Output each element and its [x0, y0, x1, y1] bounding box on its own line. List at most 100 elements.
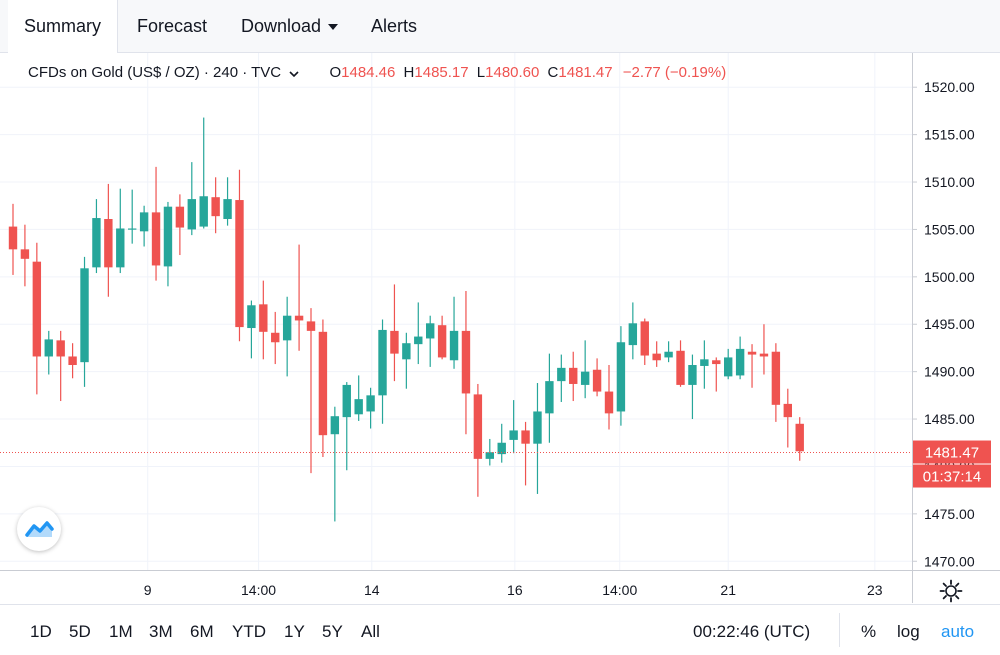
candle-body — [485, 452, 494, 459]
candle — [32, 242, 42, 395]
utc-clock[interactable]: 00:22:46 (UTC) — [693, 622, 811, 641]
candle-body — [330, 416, 340, 435]
tab-bar: Summary Forecast Download Alerts — [0, 0, 1000, 53]
countdown-label-bg — [913, 464, 991, 488]
range-6m[interactable]: 6M — [190, 622, 214, 641]
candle-body — [437, 325, 447, 358]
candle — [306, 308, 316, 474]
candle-body — [378, 329, 387, 396]
tab-download[interactable]: Download — [225, 0, 354, 52]
range-5y[interactable]: 5Y — [322, 622, 343, 641]
candle — [497, 423, 506, 463]
candle — [652, 341, 661, 367]
candle-body — [80, 268, 89, 363]
candle — [211, 177, 220, 234]
candle — [759, 324, 769, 375]
candle — [318, 319, 328, 457]
time-tick-label: 9 — [144, 582, 152, 598]
candle — [175, 194, 185, 256]
low-value: 1480.60 — [485, 64, 540, 81]
settings-gear-icon[interactable] — [938, 578, 964, 609]
percent-scale-toggle[interactable]: % — [861, 622, 877, 641]
candle-body — [795, 423, 804, 452]
candle-body — [497, 442, 506, 455]
candle-body — [771, 351, 781, 405]
candle — [223, 177, 232, 226]
time-tick-label: 21 — [720, 582, 736, 598]
candle-body — [592, 369, 602, 392]
candle-body — [664, 351, 673, 358]
range-1y[interactable]: 1Y — [284, 622, 305, 641]
candle-body — [151, 212, 161, 266]
log-scale-toggle[interactable]: log — [897, 622, 920, 641]
range-all[interactable]: All — [361, 622, 380, 641]
candle-body — [342, 384, 351, 418]
candlestick-chart[interactable]: 1520.00 1515.00 1510.00 1505.00 1500.00 1495.… — [0, 53, 1000, 603]
candle — [724, 348, 733, 380]
candle-body — [259, 304, 268, 332]
chevron-down-icon[interactable] — [289, 65, 299, 82]
candle — [271, 311, 280, 365]
candle-body — [521, 430, 530, 444]
candle-body — [318, 331, 328, 436]
candle — [735, 336, 745, 380]
range-1d[interactable]: 1D — [30, 622, 52, 641]
time-tick-label: 23 — [867, 582, 883, 598]
tab-alerts[interactable]: Alerts — [371, 16, 418, 36]
time-tick-label: 14 — [364, 582, 380, 598]
candle — [390, 284, 399, 382]
candle — [354, 375, 363, 421]
range-1m[interactable]: 1M — [109, 622, 133, 641]
candle-body — [282, 315, 292, 341]
candle-body — [92, 218, 101, 268]
tradingview-logo-icon[interactable] — [17, 507, 61, 551]
candle — [712, 357, 721, 392]
candle-body — [461, 330, 471, 394]
time-tick-label: 14:00 — [241, 582, 276, 598]
candle — [128, 189, 137, 244]
candle-body — [414, 336, 423, 345]
range-3m[interactable]: 3M — [149, 622, 173, 641]
last-price-label: 1481.47 — [925, 445, 979, 462]
candle — [139, 205, 149, 247]
candle — [580, 340, 590, 399]
candle-body — [402, 343, 411, 360]
candle — [509, 400, 518, 454]
candle-body — [211, 197, 220, 217]
candle-body — [426, 323, 435, 339]
candle-body — [747, 351, 757, 355]
price-axis: 1520.00 1515.00 1510.00 1505.00 1500.00 1495.… — [912, 79, 975, 569]
candle — [294, 244, 304, 351]
time-tick-label: 16 — [507, 582, 523, 598]
range-ytd[interactable]: YTD — [232, 622, 266, 641]
price-tick-label: 1490.00 — [924, 364, 975, 380]
tab-summary[interactable]: Summary — [8, 0, 119, 53]
candle-body — [32, 261, 42, 357]
candle — [116, 188, 125, 274]
candle — [545, 353, 554, 443]
candle — [414, 302, 423, 365]
ohlc-values: O1484.46 H1485.17 L1480.60 C1481.47 −2.7… — [329, 64, 726, 81]
candle-body — [473, 394, 483, 459]
price-tick-label: 1520.00 — [924, 79, 975, 95]
candle-body — [700, 359, 709, 366]
low-key: L — [476, 64, 486, 81]
candle — [282, 296, 292, 377]
tab-forecast[interactable]: Forecast — [137, 16, 208, 36]
candle — [795, 417, 804, 461]
auto-scale-toggle[interactable]: auto — [941, 622, 975, 641]
candle-body — [366, 395, 375, 412]
range-5d[interactable]: 5D — [69, 622, 91, 641]
candle-body — [104, 219, 113, 268]
candle — [44, 330, 53, 375]
candles — [8, 117, 804, 522]
candle-body — [652, 353, 661, 361]
candle — [104, 183, 113, 297]
candle — [92, 199, 101, 274]
price-tick-label: 1515.00 — [924, 127, 975, 143]
candle — [342, 382, 351, 471]
price-tick-label: 1500.00 — [924, 269, 975, 285]
candle-body — [580, 371, 590, 385]
candle — [521, 421, 530, 486]
symbol-label[interactable]: CFDs on Gold (US$ / OZ) · 240 · TVC — [28, 64, 282, 81]
